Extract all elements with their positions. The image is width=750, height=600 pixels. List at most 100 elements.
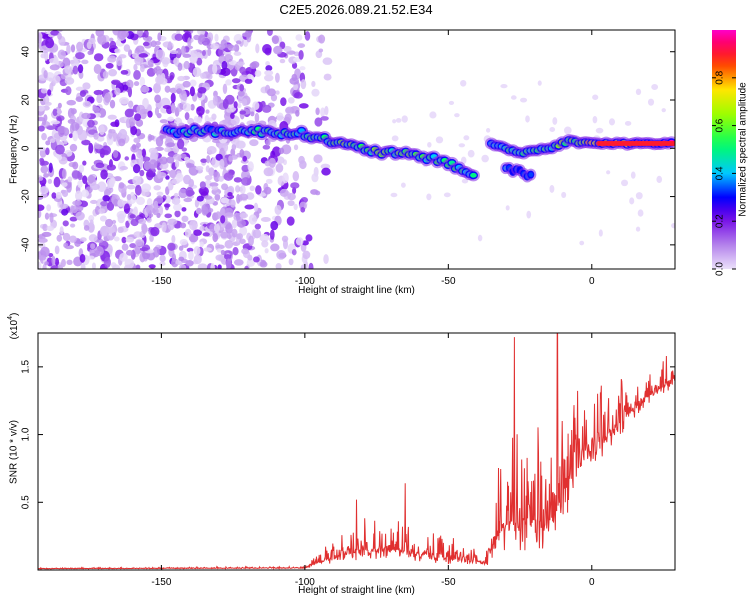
noise-speck <box>81 189 90 198</box>
main-track-core <box>470 172 477 178</box>
noise-speck <box>38 125 45 132</box>
x-tick-label: 0 <box>589 276 595 287</box>
noise-speck <box>117 199 125 208</box>
noise-speck <box>62 232 71 242</box>
noise-speck <box>253 202 259 212</box>
noise-speck <box>199 241 204 248</box>
noise-speck <box>182 102 192 112</box>
noise-speck <box>274 204 282 216</box>
noise-speck <box>235 185 241 193</box>
noise-speck <box>137 30 143 37</box>
noise-speck <box>635 88 642 96</box>
noise-speck <box>171 234 176 244</box>
y-tick-label: 40 <box>21 46 32 58</box>
noise-speck <box>62 57 71 68</box>
noise-speck <box>293 92 303 99</box>
noise-speck <box>286 216 295 226</box>
noise-speck <box>135 45 145 53</box>
noise-speck <box>174 160 180 168</box>
noise-speck <box>90 243 96 250</box>
noise-speck <box>49 64 60 71</box>
noise-speck <box>224 239 234 249</box>
noise-speck <box>135 142 141 148</box>
noise-speck <box>300 79 307 90</box>
noise-speck <box>231 143 237 151</box>
noise-speck <box>117 226 124 234</box>
noise-speck <box>40 246 50 258</box>
hot-band <box>597 141 675 146</box>
noise-speck <box>259 233 270 242</box>
noise-speck <box>265 178 273 184</box>
noise-speck <box>61 182 68 187</box>
noise-speck <box>176 138 185 150</box>
noise-speck <box>134 244 141 255</box>
noise-speck <box>49 82 54 93</box>
noise-speck <box>178 245 184 251</box>
noise-speck <box>123 203 131 214</box>
noise-speck <box>184 112 190 121</box>
noise-speck <box>105 62 114 69</box>
noise-speck <box>259 261 268 268</box>
noise-speck <box>45 37 55 49</box>
noise-speck <box>244 78 253 84</box>
noise-speck <box>139 76 146 87</box>
noise-speck <box>308 262 314 269</box>
noise-speck <box>47 178 53 184</box>
noise-speck <box>40 88 48 94</box>
noise-speck <box>90 183 100 191</box>
noise-speck <box>69 216 78 222</box>
noise-speck <box>247 161 254 172</box>
noise-speck <box>188 233 199 243</box>
noise-speck <box>233 101 238 109</box>
noise-speck <box>454 113 460 118</box>
noise-speck <box>66 259 73 266</box>
colorbar <box>712 30 736 269</box>
noise-speck <box>177 62 183 71</box>
noise-speck <box>315 107 320 116</box>
noise-speck <box>225 79 232 86</box>
noise-speck <box>323 254 329 265</box>
noise-speck <box>239 185 246 195</box>
y-axis-label: SNR (10 * v/v) <box>9 420 20 484</box>
noise-speck <box>179 103 184 110</box>
noise-speck <box>287 97 295 104</box>
noise-speck <box>261 240 269 248</box>
noise-speck <box>173 57 180 66</box>
noise-speck <box>51 192 57 199</box>
noise-speck <box>40 165 49 174</box>
noise-speck <box>149 234 154 242</box>
noise-speck <box>177 75 186 82</box>
noise-speck <box>83 225 90 231</box>
noise-speck <box>592 116 598 124</box>
noise-speck <box>165 195 171 204</box>
x-tick-label: 0 <box>589 577 595 588</box>
noise-speck <box>200 158 208 163</box>
noise-speck <box>174 33 184 41</box>
noise-speck <box>239 84 245 92</box>
noise-speck <box>228 155 233 162</box>
noise-speck <box>134 184 142 196</box>
noise-speck <box>196 57 203 66</box>
noise-speck <box>42 223 48 232</box>
noise-speck <box>579 240 585 246</box>
noise-speck <box>218 175 224 182</box>
noise-speck <box>185 187 194 197</box>
noise-speck <box>50 120 61 125</box>
noise-speck <box>170 103 176 114</box>
noise-speck <box>211 185 219 191</box>
noise-speck <box>275 90 280 95</box>
noise-speck <box>183 60 190 70</box>
noise-speck <box>263 74 274 82</box>
noise-speck <box>301 240 309 246</box>
colorbar-tick-label: 0.0 <box>715 262 726 276</box>
noise-speck <box>156 191 164 197</box>
noise-speck <box>114 48 121 54</box>
noise-speck <box>164 147 171 153</box>
noise-speck <box>426 193 432 201</box>
noise-speck <box>395 118 402 123</box>
noise-speck <box>606 170 611 175</box>
noise-speck <box>179 222 187 229</box>
noise-speck <box>196 116 203 124</box>
noise-speck <box>298 50 304 60</box>
noise-speck <box>212 95 218 106</box>
